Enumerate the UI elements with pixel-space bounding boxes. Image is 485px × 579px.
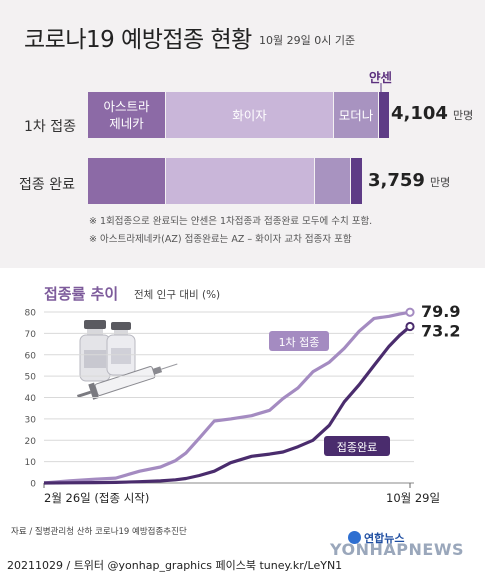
y-tick-label: 80	[25, 309, 37, 319]
bar-segment-0-3	[379, 92, 389, 138]
yonhap-logo-icon	[348, 531, 361, 544]
janssen-pointer	[380, 83, 382, 93]
series-end-point-1	[405, 321, 415, 332]
note-astrazeneca: ※ 아스트라제네카(AZ) 접종완료는 AZ – 화이자 교차 접종자 포함	[89, 234, 352, 245]
y-tick-label: 60	[25, 351, 37, 361]
chart-subtitle: 전체 인구 대비 (%)	[134, 289, 221, 301]
bar-segment-1-0	[88, 158, 165, 204]
fully-vaccinated-total-unit: 만명	[430, 176, 451, 189]
y-axis-ticks: 0 10 20 30 40 50 60 70 80	[25, 309, 37, 490]
y-tick-label: 40	[25, 394, 37, 404]
series-name-badge-1: 접종완료	[324, 436, 390, 456]
watermark: YONHAPNEWS	[330, 540, 464, 559]
y-tick-label: 20	[25, 437, 37, 447]
fully-vaccinated-total: 3,759 만명	[368, 170, 450, 191]
bar-segment-0-1: 화이자	[166, 92, 333, 138]
fully-vaccinated-total-value: 3,759	[368, 170, 425, 191]
bar-segment-0-0: 아스트라 제네카	[88, 92, 165, 138]
first-dose-bar: 아스트라 제네카 화이자 모더나	[88, 92, 389, 138]
yonhap-logo-text: 연합뉴스	[364, 532, 405, 545]
y-tick-label: 10	[25, 458, 37, 468]
yonhap-logo: 연합뉴스	[348, 530, 404, 546]
vaccine-vial-syringe-icon	[76, 320, 178, 400]
fully-vaccinated-bar	[88, 158, 386, 204]
x-axis-start-label: 2월 26일 (접종 시작)	[44, 491, 150, 505]
janssen-label: 얀센	[369, 70, 393, 85]
series-end-label-1: 73.2	[421, 322, 460, 341]
source-note: 자료 / 질병관리청 산하 코로나19 예방접종추진단	[11, 527, 187, 537]
first-dose-total-value: 4,104	[391, 103, 448, 124]
row-label-fully-vaccinated: 접종 완료	[19, 177, 75, 193]
chart-series	[43, 307, 415, 485]
series-name-1: 접종완료	[337, 441, 377, 454]
page-title: 코로나19 예방접종 현황	[24, 27, 252, 53]
bar-segment-1-3	[351, 158, 362, 204]
series-end-label-0: 79.9	[421, 302, 460, 321]
series-line-0	[43, 310, 411, 485]
first-dose-total: 4,104 만명	[391, 103, 473, 124]
bar-segment-1-2	[315, 158, 350, 204]
reference-date: 10월 29일 0시 기준	[259, 34, 356, 47]
series-name-0: 1차 접종	[279, 336, 320, 349]
row-label-first-dose: 1차 접종	[24, 119, 76, 135]
chart-labels: 79.9 1차 접종 73.2 접종완료	[269, 302, 460, 456]
series-name-badge-bg-0	[269, 331, 329, 351]
note-janssen: ※ 1회접종으로 완료되는 얀센은 1차접종과 접종완료 모두에 수치 포함.	[89, 216, 373, 227]
first-dose-total-unit: 만명	[453, 109, 474, 122]
y-tick-label: 70	[25, 330, 37, 340]
series-line-1	[43, 325, 412, 485]
bar-segment-0-2: 모더나	[334, 92, 378, 138]
chart-title: 접종률 추이	[44, 285, 119, 303]
series-name-badge-bg-1	[324, 436, 390, 456]
y-tick-label: 30	[25, 415, 37, 425]
series-end-point-0	[405, 307, 415, 317]
y-tick-label: 0	[30, 480, 36, 490]
series-name-badge-0: 1차 접종	[269, 331, 329, 351]
credit-line: 20211029 / 트위터 @yonhap_graphics 페이스북 tun…	[7, 559, 343, 572]
x-axis-end-label: 10월 29일	[386, 491, 441, 505]
bar-segment-1-1	[166, 158, 314, 204]
y-tick-label: 50	[25, 373, 37, 383]
vaccination-rate-chart: 0 10 20 30 40 50 60 70 80 79.9 1차 접종 73.2 접종완료	[25, 302, 461, 490]
